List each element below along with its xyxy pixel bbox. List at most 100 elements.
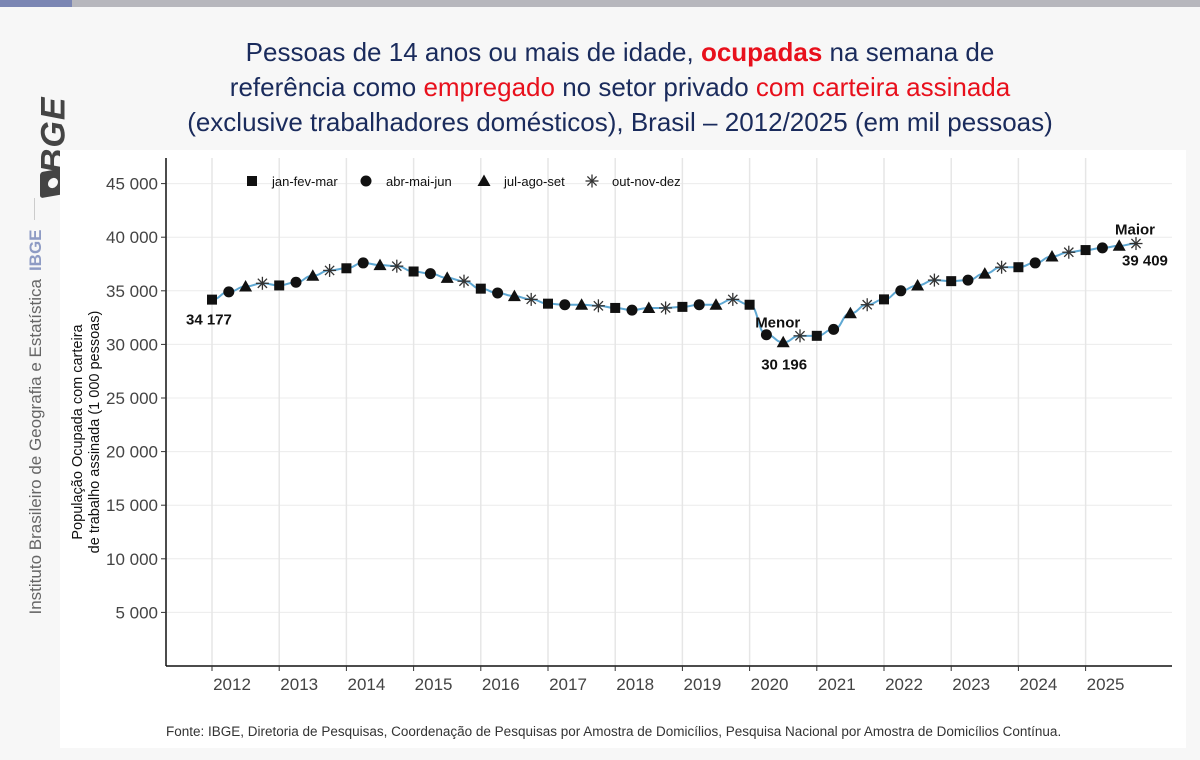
- data-point-circle: [424, 268, 436, 280]
- title-part: Pessoas de 14 anos ou mais de idade,: [245, 37, 701, 67]
- asterisk-stroke: [727, 294, 738, 305]
- data-point-asterisk: [1129, 237, 1143, 251]
- legend-marker-asterisk: [585, 174, 599, 188]
- data-point-circle: [492, 287, 504, 299]
- x-tick-label: 2017: [549, 675, 587, 694]
- sidebar: IBGE Instituto Brasileiro de Geografia e…: [0, 30, 73, 614]
- asterisk-stroke: [586, 175, 598, 187]
- max-label: Maior: [1115, 222, 1155, 239]
- series-line: [211, 242, 1137, 344]
- data-point-circle: [760, 329, 772, 341]
- data-point-triangle: [306, 269, 320, 281]
- data-point-square: [610, 302, 621, 313]
- data-point-triangle: [642, 301, 656, 313]
- title-part: com carteira assinada: [755, 72, 1011, 102]
- data-point-triangle: [575, 298, 589, 310]
- data-point-square: [879, 294, 889, 305]
- data-point-square: [543, 298, 553, 309]
- y-tick-label: 35 000: [106, 282, 158, 301]
- data-point-circle: [357, 257, 369, 269]
- data-point-square: [811, 330, 822, 341]
- x-tick-label: 2018: [616, 675, 654, 694]
- y-tick-label: 30 000: [106, 335, 158, 354]
- data-point-square: [946, 276, 957, 287]
- chart-title: Pessoas de 14 anos ou mais de idade, ocu…: [130, 35, 1110, 140]
- source-note: Fonte: IBGE, Diretoria de Pesquisas, Coo…: [166, 724, 1062, 739]
- data-point-square: [207, 294, 217, 305]
- min-value-label: 30 196: [761, 356, 807, 373]
- asterisk-stroke: [929, 275, 940, 286]
- data-point-square: [1080, 245, 1091, 256]
- x-tick-label: 2013: [280, 675, 318, 694]
- asterisk-stroke: [257, 278, 268, 289]
- asterisk-stroke: [1063, 247, 1074, 258]
- legend-label: jul-ago-set: [503, 174, 565, 189]
- y-tick-label: 10 000: [106, 550, 158, 569]
- data-point-circle: [290, 276, 302, 288]
- y-tick-label: 25 000: [106, 389, 158, 408]
- data-point-square: [274, 280, 285, 291]
- data-point-asterisk: [1062, 245, 1076, 259]
- x-tick-label: 2025: [1087, 675, 1125, 694]
- institute-name: Instituto Brasileiro de Geografia e Esta…: [26, 229, 46, 614]
- asterisk-stroke: [862, 299, 873, 310]
- data-point-square: [744, 299, 755, 310]
- x-tick-label: 2012: [213, 675, 251, 694]
- data-point-square: [408, 266, 419, 277]
- legend-label: out-nov-dez: [612, 174, 681, 189]
- asterisk-stroke: [593, 300, 604, 311]
- legend-marker-square: [247, 176, 257, 186]
- x-tick-label: 2019: [683, 675, 721, 694]
- x-tick-label: 2015: [415, 675, 453, 694]
- data-point-triangle: [239, 280, 253, 292]
- data-point-triangle: [1045, 249, 1059, 262]
- y-axis-label: População Ocupada com carteirade trabalh…: [70, 311, 103, 554]
- data-point-triangle: [911, 278, 925, 291]
- data-point-asterisk: [659, 301, 673, 315]
- x-tick-label: 2022: [885, 675, 923, 694]
- data-point-square: [1013, 262, 1024, 273]
- legend-label: abr-mai-jun: [386, 174, 452, 189]
- sidebar-divider: [34, 198, 35, 220]
- institute-full-name: Instituto Brasileiro de Geografia e Esta…: [26, 279, 45, 615]
- x-tick-label: 2014: [347, 675, 385, 694]
- title-part: ocupadas: [700, 37, 823, 67]
- data-point-triangle: [978, 267, 992, 279]
- asterisk-stroke: [391, 261, 402, 272]
- title-part: empregado: [423, 72, 555, 102]
- data-point-asterisk: [860, 298, 874, 312]
- asterisk-stroke: [996, 262, 1007, 273]
- asterisk-stroke: [1130, 238, 1142, 249]
- x-tick-label: 2021: [818, 675, 856, 694]
- top-bar-accent: [0, 0, 72, 7]
- data-point-square: [475, 283, 486, 294]
- chart-panel: 5 000 10 000 15 000 20 000 25 000 30 000 35 00…: [60, 150, 1186, 748]
- data-point-asterisk: [927, 273, 941, 287]
- max-value-label: 39 409: [1122, 253, 1168, 270]
- data-point-circle: [1029, 257, 1041, 269]
- data-point-triangle: [709, 298, 723, 310]
- y-axis-label-line: População Ocupada com carteira: [70, 323, 86, 539]
- title-part: na semana de: [822, 37, 995, 67]
- ibge-logo: IBGE: [18, 50, 73, 199]
- top-bar: [0, 0, 1200, 7]
- data-point-triangle: [843, 306, 857, 319]
- x-tick-label: 2016: [482, 675, 520, 694]
- institute-short-name: IBGE: [26, 229, 45, 272]
- data-point-triangle: [507, 289, 521, 302]
- data-point-triangle: [440, 271, 454, 283]
- data-point-asterisk: [726, 292, 740, 306]
- data-point-circle: [693, 299, 705, 311]
- data-point-circle: [962, 274, 974, 286]
- data-point-circle: [626, 304, 638, 316]
- data-point-asterisk: [995, 260, 1009, 274]
- line-chart: 5 000 10 000 15 000 20 000 25 000 30 000 35 00…: [70, 158, 1172, 694]
- data-point-square: [341, 263, 352, 274]
- data-point-asterisk: [591, 299, 605, 313]
- y-tick-label: 40 000: [106, 228, 158, 247]
- legend-marker-triangle: [477, 174, 491, 186]
- legend-label: jan-fev-mar: [271, 174, 338, 189]
- asterisk-stroke: [458, 276, 470, 287]
- data-point-asterisk: [323, 263, 337, 277]
- title-part: referência como: [229, 72, 424, 102]
